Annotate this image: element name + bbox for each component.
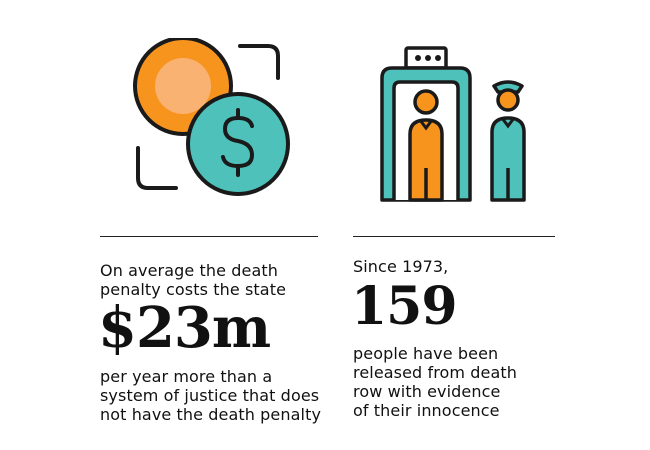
coins-dollar-icon bbox=[128, 36, 296, 202]
metal-detector-guard-icon bbox=[378, 44, 540, 206]
left-divider bbox=[100, 236, 318, 237]
right-divider bbox=[353, 236, 555, 237]
death-penalty-cost-figure: $23m bbox=[98, 295, 271, 361]
exonerations-figure: 159 bbox=[351, 276, 458, 337]
death-penalty-cost-outro: per year more than a system of justice t… bbox=[100, 367, 322, 424]
exonerations-intro: Since 1973, bbox=[353, 257, 449, 276]
death-penalty-cost-intro: On average the death penalty costs the s… bbox=[100, 261, 287, 299]
exonerations-outro: people have been released from death row… bbox=[353, 344, 518, 420]
